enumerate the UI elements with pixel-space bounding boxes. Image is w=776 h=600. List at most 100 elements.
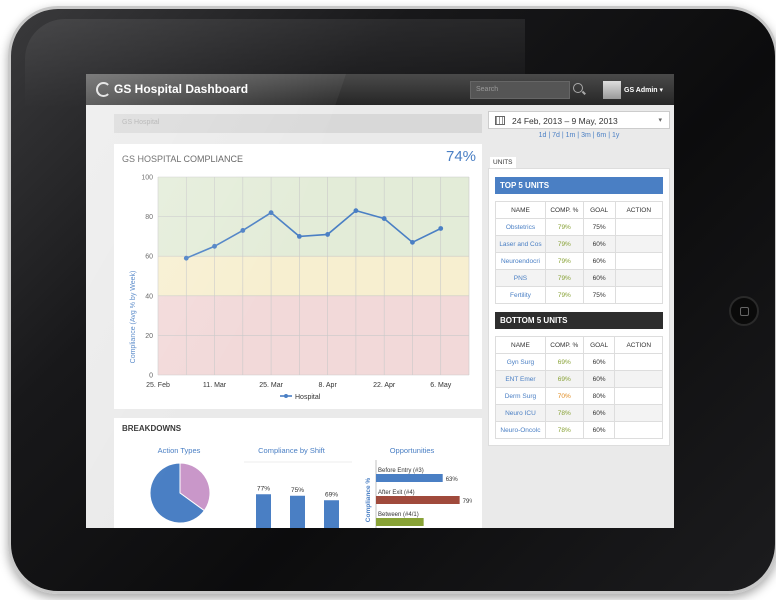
unit-action[interactable] xyxy=(614,370,663,388)
date-range-picker[interactable]: 24 Feb, 2013 – 9 May, 2013 ▾ xyxy=(488,111,670,129)
pie-slice-1[interactable] xyxy=(149,462,205,524)
bottom5-col-name[interactable]: NAME xyxy=(495,336,546,354)
top5-col-goal[interactable]: GOAL xyxy=(582,201,616,219)
range-separator: | xyxy=(590,132,597,139)
unit-name-link[interactable]: Neuro ICU xyxy=(495,404,546,422)
pie-slice-0[interactable] xyxy=(179,462,211,512)
range-6m[interactable]: 6m xyxy=(596,132,607,139)
unit-action[interactable] xyxy=(614,235,663,253)
opportunities-y-label: Compliance % xyxy=(365,478,372,523)
unit-goal: 75% xyxy=(582,218,616,236)
hospital-point-7[interactable] xyxy=(353,208,359,214)
unit-action[interactable] xyxy=(614,286,663,304)
user-menu[interactable]: GS Admin ▾ xyxy=(624,86,663,94)
range-1y[interactable]: 1y xyxy=(611,132,620,139)
range-7d[interactable]: 7d xyxy=(552,132,560,139)
hospital-point-2[interactable] xyxy=(212,243,217,249)
top5-col-name[interactable]: NAME xyxy=(495,201,546,219)
range-1d[interactable]: 1d xyxy=(538,132,547,139)
unit-goal: 75% xyxy=(582,286,616,304)
compliance-value: 74% xyxy=(446,148,477,165)
top5-col-comp[interactable]: COMP. % xyxy=(544,201,584,219)
unit-action[interactable] xyxy=(614,404,663,422)
unit-compliance: 69% xyxy=(544,353,584,371)
bottom5-table: NAME COMP. % GOAL ACTION Gyn Surg 69% 60% ENT E… xyxy=(495,336,663,439)
y-axis-label: Compliance (Avg % by Week) xyxy=(130,271,137,364)
unit-compliance: 69% xyxy=(544,370,584,388)
hospital-point-10[interactable] xyxy=(438,226,444,231)
logo-icon xyxy=(96,82,111,97)
bottom5-col-comp[interactable]: COMP. % xyxy=(544,336,584,354)
unit-name-link[interactable]: Fertility xyxy=(495,286,546,304)
shift-bar-label-0: 77% xyxy=(257,485,270,492)
hospital-point-8[interactable] xyxy=(381,216,387,221)
range-shortcuts: 1d | 7d | 1m | 3m | 6m | 1y xyxy=(488,132,670,139)
hospital-point-6[interactable] xyxy=(325,232,331,237)
shift-bar-2[interactable] xyxy=(324,500,339,528)
unit-name-link[interactable]: Obstetrics xyxy=(495,218,546,236)
top-bar: GS Hospital Dashboard Search GS Admin ▾ xyxy=(86,74,674,105)
unit-name-link[interactable]: Laser and Cos xyxy=(495,235,546,253)
shift-bar-label-2: 69% xyxy=(325,491,338,498)
opp-bar-2[interactable] xyxy=(376,518,424,526)
hospital-point-1[interactable] xyxy=(183,255,189,261)
unit-compliance: 79% xyxy=(544,252,584,270)
unit-action[interactable] xyxy=(614,269,663,287)
hospital-point-4[interactable] xyxy=(268,210,274,216)
unit-name-link[interactable]: PNS xyxy=(495,269,546,287)
unit-action[interactable] xyxy=(614,421,663,439)
shift-bar-0[interactable] xyxy=(256,494,271,528)
unit-goal: 60% xyxy=(582,353,616,371)
shift-bar-1[interactable] xyxy=(290,495,305,528)
chevron-down-icon: ▾ xyxy=(658,117,662,124)
opp-bar-1[interactable] xyxy=(376,496,460,504)
unit-action[interactable] xyxy=(614,218,663,236)
opp-bar-0[interactable] xyxy=(376,474,443,482)
bottom5-col-goal[interactable]: GOAL xyxy=(582,336,616,354)
unit-name-link[interactable]: ENT Emer xyxy=(495,370,546,388)
top5-col-action[interactable]: ACTION xyxy=(614,201,663,219)
chart-legend[interactable]: Hospital xyxy=(280,394,321,401)
unit-action[interactable] xyxy=(614,252,663,270)
range-3m[interactable]: 3m xyxy=(581,132,591,139)
bottom5-col-action[interactable]: ACTION xyxy=(614,336,663,354)
chevron-down-icon: ▾ xyxy=(659,87,664,94)
tab-units[interactable]: UNITS xyxy=(490,157,516,168)
shift-title: Compliance by Shift xyxy=(258,446,325,455)
hospital-point-9[interactable] xyxy=(410,239,415,245)
unit-goal: 60% xyxy=(582,269,616,287)
units-panel: TOP 5 UNITS NAME COMP. % GOAL ACTION Obstetr… xyxy=(488,168,670,446)
table-row: Gyn Surg 69% 60% xyxy=(495,353,663,371)
home-button[interactable] xyxy=(729,296,759,326)
hospital-point-5[interactable] xyxy=(296,234,302,239)
unit-goal: 60% xyxy=(582,404,616,422)
range-separator: | xyxy=(559,132,566,139)
unit-name-link[interactable]: Neuroendocri xyxy=(495,252,546,270)
unit-compliance: 70% xyxy=(544,387,584,405)
y-tick-20: 20 xyxy=(145,333,153,340)
search-icon[interactable] xyxy=(573,83,583,93)
user-name: GS Admin xyxy=(624,87,658,94)
unit-name-link[interactable]: Derm Surg xyxy=(495,387,546,405)
y-tick-0: 0 xyxy=(149,373,153,380)
unit-action[interactable] xyxy=(614,353,663,371)
bottom5-header-row: NAME COMP. % GOAL ACTION xyxy=(495,336,663,354)
x-tick-2: 25. Mar xyxy=(259,382,283,389)
unit-compliance: 78% xyxy=(544,421,584,439)
opp-bar-label-1: 79% xyxy=(463,499,472,505)
shift-bar-label-1: 75% xyxy=(291,487,304,494)
unit-name-link[interactable]: Gyn Surg xyxy=(495,353,546,371)
range-1m[interactable]: 1m xyxy=(565,132,576,139)
unit-compliance: 79% xyxy=(544,218,584,236)
unit-action[interactable] xyxy=(614,387,663,405)
top5-table: NAME COMP. % GOAL ACTION Obstetrics 79% 75% Las… xyxy=(495,201,663,304)
search-input[interactable]: Search xyxy=(470,81,570,99)
unit-name-link[interactable]: Neuro-Oncolc xyxy=(495,421,546,439)
avatar[interactable] xyxy=(603,81,621,99)
app-title[interactable]: GS Hospital Dashboard xyxy=(114,82,249,96)
opportunities-bar-chart: Compliance % Before Entry (#3) 63% After E… xyxy=(365,460,472,528)
hospital-point-3[interactable] xyxy=(240,228,246,233)
range-separator: | xyxy=(546,132,553,139)
breadcrumb[interactable]: GS Hospital xyxy=(114,114,482,133)
top5-header-row: NAME COMP. % GOAL ACTION xyxy=(495,201,663,219)
